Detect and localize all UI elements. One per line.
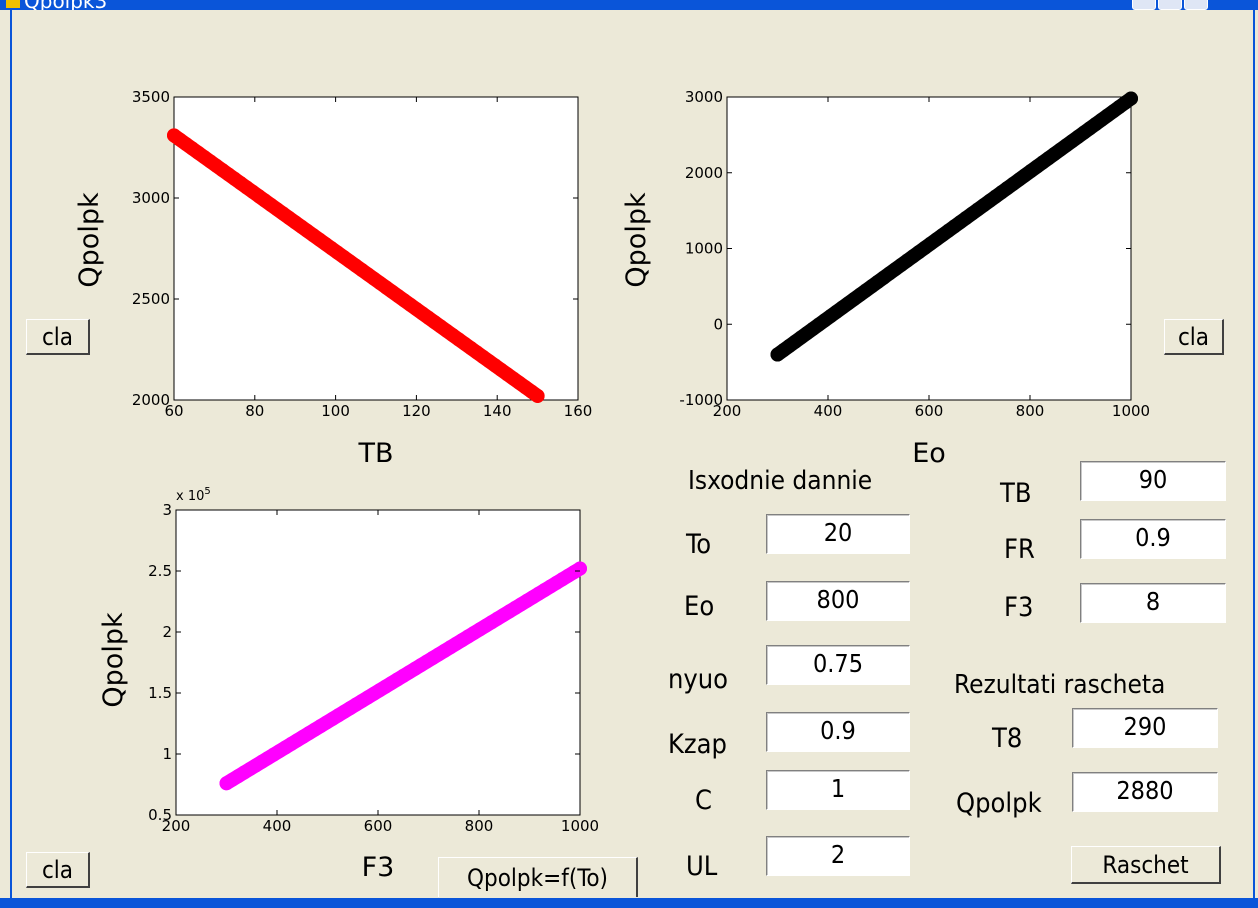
plot-area (175, 509, 581, 816)
qpolpk-result: 2880 (1072, 772, 1218, 812)
chart-qpolpk-vs-f3: 200 400 600 800 1000 0.5 1 1.5 2 2.5 3 F3 Qpolpk x 10… (98, 486, 599, 883)
kzap-field[interactable]: 0.9 (766, 712, 910, 752)
nyuo-field[interactable]: 0.75 (766, 645, 910, 685)
x-axis-label: F3 (362, 852, 395, 883)
title-bar: Qpolpk3 (0, 0, 1258, 13)
eo-field[interactable]: 800 (766, 581, 910, 621)
chart-qpolpk-vs-tb: 60 80 100 120 140 160 2000 2500 3000 3500 TB Qpolpk (74, 88, 593, 469)
data-series-line (219, 561, 587, 791)
y-axis-label: Qpolpk (621, 192, 652, 288)
y-tick-label: 0 (713, 315, 723, 333)
y-tick-label: 2000 (685, 164, 723, 182)
f3-label: F3 (1004, 592, 1034, 623)
x-tick-label: 600 (364, 817, 393, 835)
input-heading: Isxodnie dannie (688, 466, 873, 496)
y-tick-label: 0.5 (148, 806, 172, 824)
c-label: C (695, 785, 712, 816)
t8-label: T8 (992, 723, 1023, 754)
x-tick-label: 1000 (1112, 402, 1150, 420)
y-tick-label: 2 (162, 623, 172, 641)
plot-area (173, 96, 579, 401)
raschet-button[interactable]: Raschet (1071, 846, 1221, 884)
minimize-button[interactable] (1132, 0, 1156, 10)
nyuo-label: nyuo (668, 664, 729, 695)
x-tick-label: 600 (915, 402, 944, 420)
data-series-line (167, 128, 545, 403)
y-exponent-label: x 105 (176, 486, 211, 504)
y-tick-label: 2500 (132, 290, 170, 308)
x-tick-label: 160 (564, 402, 593, 420)
to-field[interactable]: 20 (766, 514, 910, 554)
kzap-label: Kzap (668, 729, 727, 760)
x-axis-label: TB (357, 438, 393, 469)
x-tick-label: 800 (1016, 402, 1045, 420)
x-tick-label: 80 (245, 402, 264, 420)
x-tick-label: 100 (321, 402, 350, 420)
close-button[interactable] (1184, 0, 1208, 10)
y-tick-label: 2000 (132, 391, 170, 409)
ul-label: UL (686, 851, 718, 882)
cla-button-top-right[interactable]: cla (1164, 319, 1224, 355)
app-icon (6, 0, 20, 8)
t8-result: 290 (1072, 708, 1218, 748)
qpolpk-f-to-button[interactable]: Qpolpk=f(To) (438, 857, 638, 897)
data-series-line (770, 91, 1138, 362)
x-tick-label: 200 (162, 817, 191, 835)
eo-label: Eo (684, 591, 715, 622)
y-tick-label: 3 (162, 501, 172, 519)
y-axis-label: Qpolpk (74, 192, 105, 288)
y-tick-label: 3000 (132, 189, 170, 207)
c-field[interactable]: 1 (766, 770, 910, 810)
y-axis-label: Qpolpk (98, 612, 129, 708)
y-tick-label: 1000 (685, 240, 723, 258)
x-tick-label: 1000 (561, 817, 599, 835)
x-tick-label: 200 (713, 402, 742, 420)
window-bottom-border (0, 898, 1258, 908)
window-title: Qpolpk3 (24, 0, 108, 13)
fr-field[interactable]: 0.9 (1080, 519, 1226, 559)
y-tick-label: 1 (162, 745, 172, 763)
x-axis-label: Eo (912, 438, 946, 469)
y-tick-label: -1000 (679, 391, 723, 409)
maximize-button[interactable] (1158, 0, 1182, 10)
x-tick-label: 60 (164, 402, 183, 420)
cla-button-bottom-left[interactable]: cla (26, 852, 90, 888)
x-tick-label: 140 (483, 402, 512, 420)
ul-field[interactable]: 2 (766, 836, 910, 876)
f3-field[interactable]: 8 (1080, 583, 1226, 623)
cla-button-top-left[interactable]: cla (26, 319, 90, 355)
chart-qpolpk-vs-eo: 200 400 600 800 1000 -1000 0 1000 2000 3000 Eo Qpol… (621, 88, 1150, 469)
tb-label: TB (1000, 478, 1032, 509)
y-tick-label: 3500 (132, 88, 170, 106)
to-label: To (686, 529, 712, 560)
qpolpk-result-label: Qpolpk (956, 788, 1042, 819)
y-tick-label: 1.5 (148, 684, 172, 702)
tb-field[interactable]: 90 (1080, 461, 1226, 501)
x-tick-label: 800 (465, 817, 494, 835)
results-heading: Rezultati rascheta (954, 670, 1166, 700)
y-tick-label: 3000 (685, 88, 723, 106)
y-tick-label: 2.5 (148, 562, 172, 580)
x-tick-label: 400 (814, 402, 843, 420)
x-tick-label: 400 (263, 817, 292, 835)
x-tick-label: 120 (402, 402, 431, 420)
fr-label: FR (1004, 534, 1035, 565)
